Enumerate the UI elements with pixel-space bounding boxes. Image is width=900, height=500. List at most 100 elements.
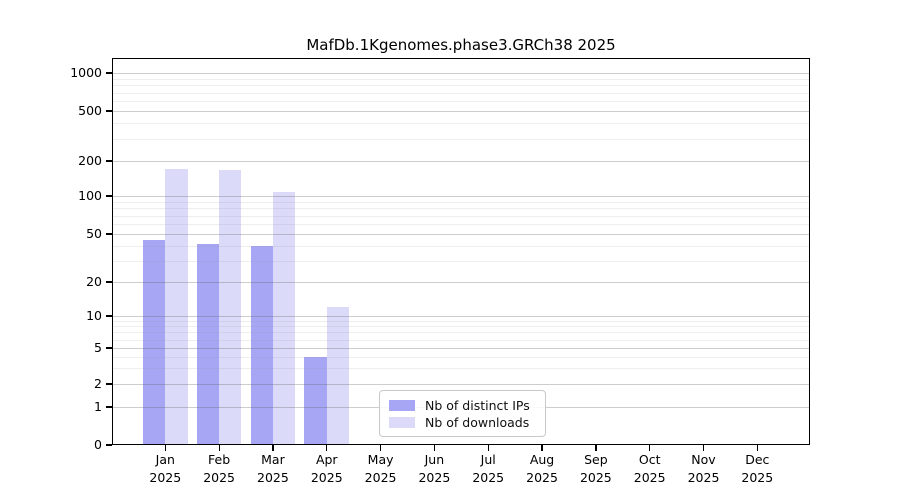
legend-swatch-distinct-ips-icon xyxy=(389,400,415,411)
x-tick-mark-jun xyxy=(433,445,436,451)
gridline-minor-4 xyxy=(112,356,810,358)
x-tick-mark-mar xyxy=(272,445,274,451)
y-tick-mark-1000 xyxy=(105,72,112,74)
x-axis-label-year: 2025 xyxy=(687,470,720,486)
x-axis-label-mar: Mar 2025 xyxy=(241,451,305,487)
gridline-minor-80 xyxy=(112,208,810,210)
x-axis-label-year: 2025 xyxy=(257,470,289,486)
y-axis-label-0: 0 xyxy=(94,437,102,452)
x-tick-mark-apr xyxy=(326,445,328,451)
y-tick-mark-0 xyxy=(105,444,112,446)
y-tick-mark-5 xyxy=(105,347,112,349)
x-axis-label-month: Mar xyxy=(261,452,285,467)
gridline-minor-3 xyxy=(112,368,810,370)
gridline-minor-30 xyxy=(112,260,810,262)
x-axis-label-year: 2025 xyxy=(310,470,343,486)
y-tick-mark-1 xyxy=(105,406,112,408)
y-axis-label-20: 20 xyxy=(86,274,102,289)
gridline-major-10 xyxy=(112,316,810,318)
gridline-minor-600 xyxy=(112,101,810,102)
gridline-major-5 xyxy=(112,348,810,350)
x-axis-label-year: 2025 xyxy=(633,470,666,486)
x-axis-label-nov: Nov 2025 xyxy=(672,451,736,487)
gridline-minor-900 xyxy=(112,78,810,80)
y-axis-label-200: 200 xyxy=(78,153,102,168)
gridline-minor-400 xyxy=(112,123,810,125)
y-tick-mark-100 xyxy=(105,195,112,197)
x-axis-label-year: 2025 xyxy=(203,470,236,486)
gridline-minor-300 xyxy=(112,138,810,140)
x-tick-mark-aug xyxy=(541,445,543,451)
bar-distinct-ips-apr xyxy=(304,356,327,445)
x-tick-mark-jan xyxy=(164,445,166,451)
x-axis-label-oct: Oct 2025 xyxy=(618,451,682,487)
x-axis-label-apr: Apr 2025 xyxy=(295,451,359,487)
x-axis-label-month: May xyxy=(367,452,394,467)
legend-label-downloads: Nb of downloads xyxy=(425,415,530,430)
y-axis-label-500: 500 xyxy=(78,103,102,118)
x-tick-mark-may xyxy=(379,445,382,451)
x-axis-label-month: Jul xyxy=(480,452,496,467)
gridline-minor-800 xyxy=(112,85,810,87)
y-axis-label-1: 1 xyxy=(94,399,102,414)
x-tick-mark-sep xyxy=(595,445,597,451)
y-axis-label-10: 10 xyxy=(86,308,102,323)
x-axis-label-month: Jun xyxy=(424,452,445,467)
gridline-major-20 xyxy=(112,282,810,284)
x-tick-mark-nov xyxy=(702,445,705,451)
gridline-minor-70 xyxy=(112,215,810,217)
x-axis-label-year: 2025 xyxy=(364,470,397,486)
legend-label-distinct-ips: Nb of distinct IPs xyxy=(425,398,530,413)
x-axis-label-year: 2025 xyxy=(472,470,505,486)
x-axis-label-feb: Feb 2025 xyxy=(187,451,251,487)
x-axis-label-jul: Jul 2025 xyxy=(456,451,520,487)
bar-downloads-apr xyxy=(326,307,350,445)
x-axis-label-may: May 2025 xyxy=(349,451,413,487)
bar-distinct-ips-feb xyxy=(196,244,220,445)
gridline-minor-7 xyxy=(112,332,810,334)
x-axis-label-month: Apr xyxy=(315,452,338,467)
x-axis-label-year: 2025 xyxy=(741,470,774,486)
gridline-major-50 xyxy=(112,234,810,236)
x-axis-label-dec: Dec 2025 xyxy=(725,451,789,487)
y-tick-mark-500 xyxy=(105,110,112,112)
x-axis-label-year: 2025 xyxy=(418,470,451,486)
x-tick-mark-feb xyxy=(218,445,220,451)
gridline-minor-8 xyxy=(112,326,810,328)
gridline-major-2 xyxy=(112,384,810,386)
bar-distinct-ips-mar xyxy=(250,245,273,445)
y-axis-label-1000: 1000 xyxy=(70,65,102,80)
x-axis-label-month: Nov xyxy=(691,452,716,467)
x-axis-label-month: Feb xyxy=(208,452,231,467)
y-tick-mark-10 xyxy=(105,315,112,317)
x-axis-label-sep: Sep 2025 xyxy=(564,451,628,487)
gridline-minor-6 xyxy=(112,339,810,341)
y-axis-label-50: 50 xyxy=(86,226,102,241)
gridline-major-200 xyxy=(112,161,810,163)
y-tick-mark-200 xyxy=(105,160,112,162)
y-axis-label-5: 5 xyxy=(94,340,102,355)
x-axis-label-jun: Jun 2025 xyxy=(402,451,466,487)
gridline-minor-700 xyxy=(112,92,810,94)
bar-downloads-jan xyxy=(165,168,188,445)
bar-distinct-ips-jan xyxy=(143,239,166,445)
chart-title: MafDb.1Kgenomes.phase3.GRCh38 2025 xyxy=(306,36,616,54)
x-axis-label-jan: Jan 2025 xyxy=(133,451,197,487)
gridline-minor-90 xyxy=(112,201,810,203)
legend-item-downloads: Nb of downloads xyxy=(389,415,536,430)
gridline-minor-40 xyxy=(112,245,810,247)
x-tick-mark-dec xyxy=(756,445,759,451)
x-axis-label-aug: Aug 2025 xyxy=(510,451,574,487)
legend-item-distinct-ips: Nb of distinct IPs xyxy=(389,398,536,413)
x-tick-mark-oct xyxy=(649,445,651,451)
bar-downloads-feb xyxy=(219,170,242,445)
x-axis-label-month: Oct xyxy=(638,452,661,467)
x-axis-label-month: Aug xyxy=(529,452,555,467)
x-axis-label-year: 2025 xyxy=(149,470,182,486)
plot-area xyxy=(112,58,810,445)
y-axis-label-100: 100 xyxy=(78,188,102,203)
gridline-major-100 xyxy=(112,196,810,198)
y-axis-label-2: 2 xyxy=(94,376,102,391)
x-axis-label-month: Dec xyxy=(745,452,770,467)
